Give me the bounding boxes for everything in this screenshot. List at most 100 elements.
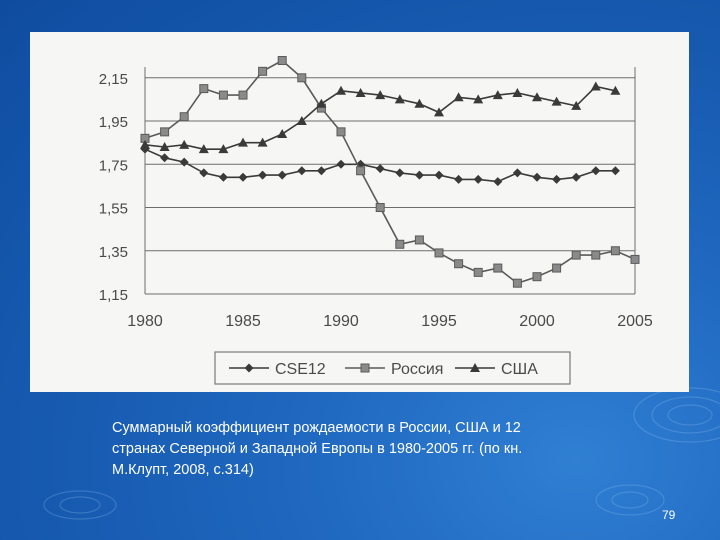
chart-axes: 2,15 1,95 1,75 1,55 1,35 1,15 1980 1985 1990 1995… xyxy=(99,67,653,330)
square-marker xyxy=(360,363,370,373)
legend-label: Россия xyxy=(391,361,443,378)
triangle-marker xyxy=(355,87,366,97)
grid-lines xyxy=(145,77,635,295)
y-tick-label: 1,75 xyxy=(99,157,128,174)
triangle-marker xyxy=(394,94,405,104)
diamond-marker xyxy=(179,157,189,167)
y-tick-label: 1,55 xyxy=(99,201,128,218)
x-tick-label: 1995 xyxy=(421,313,457,330)
square-marker xyxy=(414,235,424,245)
triangle-marker xyxy=(473,94,484,104)
diamond-marker xyxy=(493,177,503,187)
triangle-marker xyxy=(198,144,209,154)
triangle-marker xyxy=(492,90,503,100)
triangle-marker xyxy=(414,98,425,108)
x-tick-label: 2000 xyxy=(519,313,555,330)
triangle-marker xyxy=(610,85,621,95)
diamond-marker xyxy=(258,170,268,180)
square-marker xyxy=(434,248,444,258)
square-marker xyxy=(297,73,307,83)
diamond-marker xyxy=(473,174,483,184)
caption-line-3: М.Клупт, 2008, с.314) xyxy=(112,462,254,478)
triangle-marker xyxy=(336,85,346,95)
diamond-marker xyxy=(244,363,254,373)
triangle-marker xyxy=(179,139,190,149)
square-marker xyxy=(277,56,287,66)
square-marker xyxy=(218,90,228,100)
square-marker xyxy=(160,127,170,137)
square-marker xyxy=(258,66,268,76)
triangle-marker xyxy=(257,137,268,147)
diamond-marker xyxy=(375,164,385,174)
y-tick-label: 1,95 xyxy=(99,114,128,131)
diamond-marker xyxy=(199,168,209,178)
caption-line-1: Суммарный коэффициент рождаемости в Росс… xyxy=(112,420,521,436)
triangle-marker xyxy=(453,92,464,102)
x-tick-label: 1990 xyxy=(323,313,359,330)
triangle-marker xyxy=(375,90,386,100)
square-marker xyxy=(375,203,385,213)
square-marker xyxy=(179,112,189,122)
legend-box xyxy=(214,351,571,385)
square-marker xyxy=(454,259,464,269)
triangle-marker xyxy=(159,141,170,151)
page-number: 79 xyxy=(662,508,676,522)
square-marker xyxy=(199,84,209,94)
legend-item: Россия xyxy=(345,361,443,378)
square-marker xyxy=(571,250,581,260)
diamond-marker xyxy=(297,166,307,176)
diamond-marker xyxy=(532,172,542,182)
square-marker xyxy=(591,250,601,260)
triangle-marker xyxy=(218,144,229,154)
diamond-marker xyxy=(336,159,346,169)
x-tick-label: 1985 xyxy=(225,313,261,330)
y-tick-label: 1,35 xyxy=(99,244,128,261)
square-marker xyxy=(552,263,562,273)
triangle-marker xyxy=(532,92,542,102)
x-tick-label: 2005 xyxy=(617,313,653,330)
chart-panel: 2,15 1,95 1,75 1,55 1,35 1,15 1980 1985 1990 1995… xyxy=(30,32,689,392)
triangle-marker xyxy=(316,98,327,108)
y-tick-label: 1,15 xyxy=(99,287,128,304)
series-line xyxy=(144,59,636,285)
legend-item: CSE12 xyxy=(229,361,326,378)
square-marker xyxy=(356,166,366,176)
square-marker xyxy=(336,127,346,137)
triangle-marker xyxy=(296,116,307,126)
triangle-marker xyxy=(277,129,288,139)
triangle-marker xyxy=(238,137,248,147)
square-marker xyxy=(610,246,620,256)
x-tick-label: 1980 xyxy=(127,313,163,330)
diamond-marker xyxy=(316,166,326,176)
chart-legend: CSE12 Россия США xyxy=(214,351,571,385)
diamond-marker xyxy=(571,172,581,182)
triangle-marker xyxy=(470,363,480,372)
diamond-marker xyxy=(434,170,444,180)
diamond-marker xyxy=(552,174,562,184)
y-tick-label: 2,15 xyxy=(99,71,128,88)
square-marker xyxy=(630,254,640,264)
triangle-marker xyxy=(512,87,523,97)
caption-line-2: странах Северной и Западной Европы в 198… xyxy=(112,441,523,457)
triangle-marker xyxy=(571,100,582,110)
diamond-marker xyxy=(414,170,424,180)
diamond-marker xyxy=(512,168,522,178)
square-marker xyxy=(395,239,405,249)
slide-caption: Суммарный коэффициент рождаемости в Росс… xyxy=(112,418,672,481)
triangle-marker xyxy=(140,139,150,149)
fertility-line-chart: 2,15 1,95 1,75 1,55 1,35 1,15 1980 1985 1990 1995… xyxy=(99,56,653,385)
legend-label: CSE12 xyxy=(275,361,326,378)
diamond-marker xyxy=(238,172,248,182)
diamond-marker xyxy=(454,174,464,184)
diamond-marker xyxy=(160,153,170,163)
square-marker xyxy=(532,272,542,282)
square-marker xyxy=(512,278,522,288)
legend-item: США xyxy=(455,361,538,378)
triangle-marker xyxy=(590,81,601,91)
diamond-marker xyxy=(140,144,150,154)
diamond-marker xyxy=(610,166,620,176)
series-square xyxy=(140,56,640,288)
series-diamond xyxy=(140,144,620,187)
triangle-marker xyxy=(551,96,562,106)
